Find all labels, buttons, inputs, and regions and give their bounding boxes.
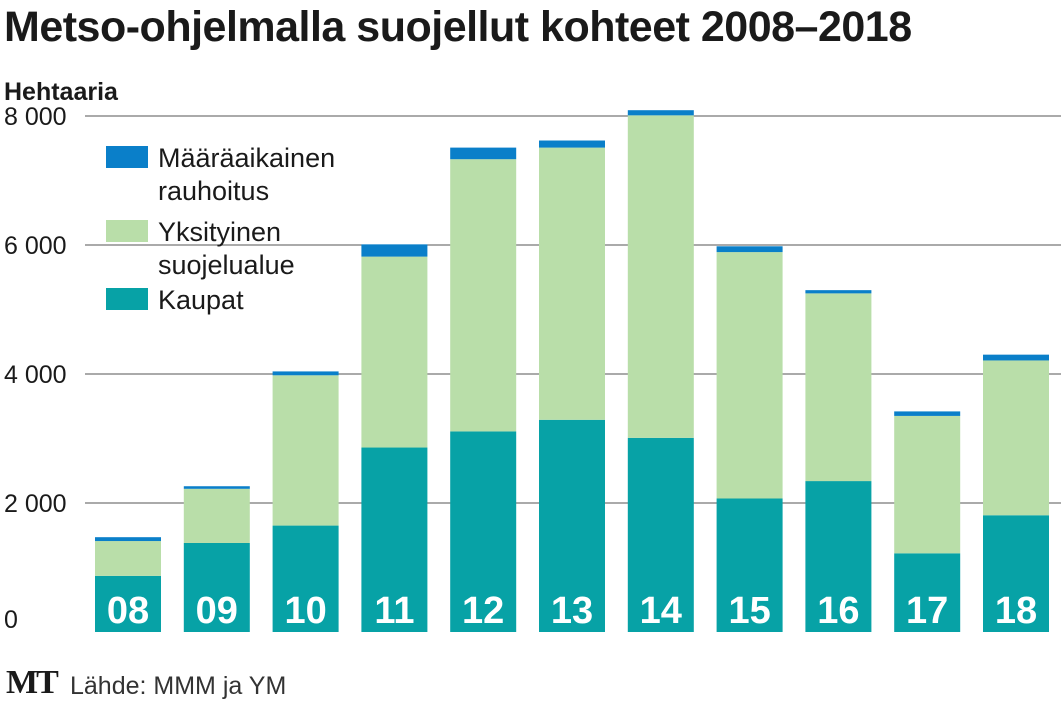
bar-segment-maaraaikainen (361, 244, 428, 257)
bar-segment-yksityinen (627, 115, 694, 438)
y-tick-label: 8 000 (4, 103, 67, 131)
legend-swatch-maaraaikainen (106, 146, 148, 168)
x-tick-label: 17 (906, 590, 948, 632)
bar-segment-yksityinen (894, 415, 961, 554)
bar-segment-kaupat (539, 419, 605, 632)
bar-segment-kaupat (716, 498, 783, 632)
bar-segment-yksityinen (95, 541, 161, 576)
legend-swatch-yksityinen (106, 220, 148, 242)
legend-label-maaraaikainen: Määräaikainen (158, 143, 335, 173)
bar-segment-yksityinen (272, 375, 339, 526)
x-tick-label: 10 (284, 590, 326, 632)
bar-segment-kaupat (272, 525, 339, 632)
chart-title: Metso-ohjelmalla suojellut kohteet 2008–… (4, 3, 912, 51)
bar-segment-kaupat (983, 515, 1049, 632)
bar-segment-maaraaikainen (450, 147, 517, 160)
source-note: Lähde: MMM ja YM (70, 672, 287, 700)
bar-segment-maaraaikainen (272, 371, 339, 376)
bar-segment-yksityinen (183, 488, 250, 543)
x-tick-label: 13 (551, 590, 593, 632)
bar-segment-yksityinen (805, 293, 872, 482)
y-tick-label: 0 (4, 606, 18, 634)
legend-swatch-kaupat (106, 288, 148, 310)
x-tick-label: 15 (728, 590, 770, 632)
y-axis-label: Hehtaaria (4, 78, 119, 106)
bar-segment-kaupat (95, 575, 161, 632)
x-tick-label: 12 (462, 590, 504, 632)
x-tick-label: 16 (817, 590, 859, 632)
legend-label-maaraaikainen: rauhoitus (158, 176, 269, 206)
bars: 08 09 10 11 12 13 14 15 16 17 18 (95, 110, 1049, 632)
bar-segment-maaraaikainen (983, 354, 1049, 361)
bar-segment-maaraaikainen (716, 246, 783, 253)
x-tick-label: 08 (107, 590, 149, 632)
bar-segment-maaraaikainen (539, 140, 605, 148)
bar-segment-yksityinen (716, 252, 783, 499)
bar-segment-kaupat (627, 437, 694, 632)
bar-segment-kaupat (361, 447, 428, 632)
bar-segment-maaraaikainen (183, 486, 250, 489)
y-tick-label: 6 000 (4, 232, 67, 260)
bar-segment-yksityinen (539, 147, 605, 420)
x-tick-label: 11 (374, 590, 414, 632)
bar-segment-maaraaikainen (894, 411, 961, 416)
x-tick-label: 14 (640, 590, 682, 632)
bar-segment-kaupat (894, 553, 961, 632)
legend-label-yksityinen: Yksityinen (158, 217, 281, 247)
legend-label-kaupat: Kaupat (158, 285, 244, 315)
y-tick-label: 4 000 (4, 361, 67, 389)
bar-segment-maaraaikainen (805, 290, 872, 294)
mt-logo: MT (6, 664, 59, 701)
bar-segment-kaupat (805, 481, 872, 632)
bar-segment-yksityinen (361, 256, 428, 448)
x-tick-label: 18 (995, 590, 1037, 632)
bar-segment-maaraaikainen (627, 110, 694, 116)
bar-segment-kaupat (183, 542, 250, 632)
x-tick-label: 09 (196, 590, 238, 632)
bar-segment-yksityinen (983, 360, 1049, 516)
bar-segment-yksityinen (450, 159, 517, 432)
y-tick-label: 2 000 (4, 490, 67, 518)
bar-segment-kaupat (450, 431, 517, 632)
legend-label-yksityinen: suojelualue (158, 250, 295, 280)
bar-segment-maaraaikainen (95, 537, 161, 542)
